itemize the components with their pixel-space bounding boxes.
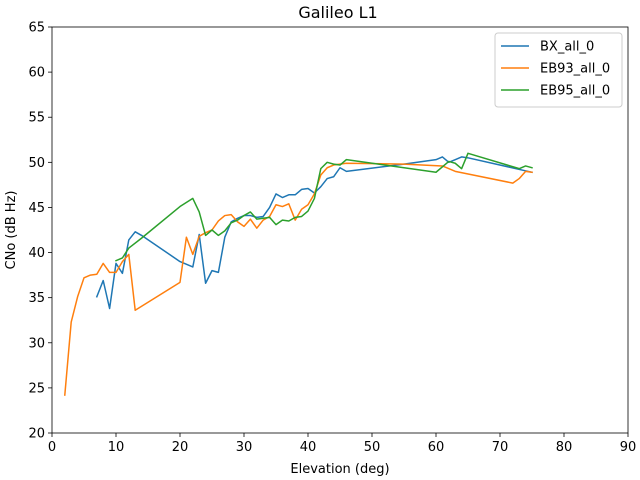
series-line-BX_all_0 [95,156,533,310]
y-tick-label: 50 [28,156,45,171]
y-tick-label: 60 [28,66,45,81]
y-tick-label: 30 [28,336,45,351]
legend: BX_all_0 EB93_all_0 EB95_all_0 [494,32,623,108]
legend-label: EB93_all_0 [540,62,610,77]
series-line-EB93_all_0 [63,162,533,396]
x-tick-label: 50 [364,440,381,455]
y-tick-label: 65 [28,21,45,36]
chart-title: Galileo L1 [298,3,377,22]
x-tick-label: 60 [428,440,445,455]
x-axis: 0 10 20 30 40 50 60 70 80 90 [48,433,636,455]
y-tick-label: 20 [28,427,45,442]
y-tick-label: 55 [28,111,45,126]
plot-frame [51,26,629,434]
x-tick-label: 70 [492,440,509,455]
legend-box [494,32,623,108]
x-tick-label: 30 [236,440,253,455]
y-axis: 20 25 30 35 40 45 50 55 60 65 [28,21,52,442]
x-tick-label: 10 [108,440,125,455]
x-tick-label: 80 [556,440,573,455]
y-axis-label: CNo (dB Hz) [4,191,19,270]
legend-label: EB95_all_0 [540,84,610,99]
series-line-EB95_all_0 [115,152,533,262]
y-tick-label: 35 [28,291,45,306]
x-tick-label: 20 [172,440,189,455]
x-tick-label: 90 [620,440,637,455]
plot-lines [63,152,533,396]
y-tick-label: 40 [28,246,45,261]
legend-label: BX_all_0 [540,40,594,55]
x-axis-label: Elevation (deg) [290,462,389,477]
y-tick-label: 25 [28,381,45,396]
x-tick-label: 40 [300,440,317,455]
x-tick-label: 0 [48,440,56,455]
y-tick-label: 45 [28,201,45,216]
